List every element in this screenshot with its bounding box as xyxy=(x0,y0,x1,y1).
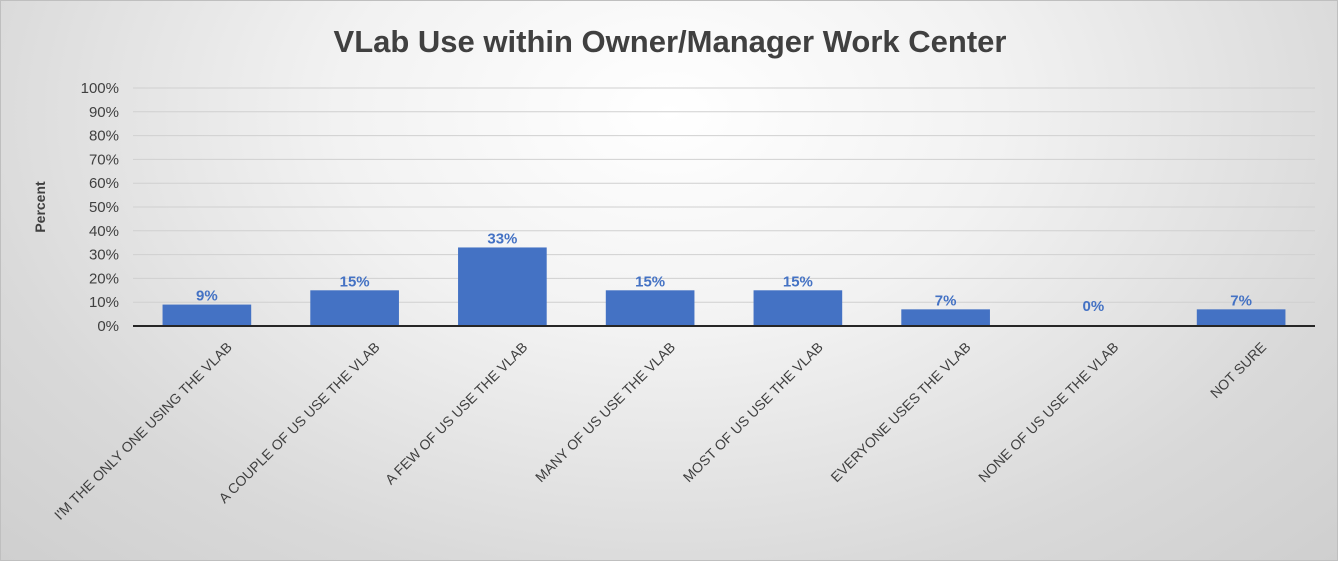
y-tick-label: 40% xyxy=(89,223,119,240)
data-label: 15% xyxy=(340,273,370,290)
bars xyxy=(162,247,1286,326)
bar xyxy=(1196,309,1286,326)
y-tick-label: 50% xyxy=(89,199,119,216)
y-tick-label: 90% xyxy=(89,104,119,121)
data-label: 0% xyxy=(1083,298,1105,315)
data-label: 15% xyxy=(783,273,813,290)
y-tick-label: 60% xyxy=(89,175,119,192)
data-label: 9% xyxy=(196,288,218,305)
data-label: 33% xyxy=(487,230,517,247)
chart-title: VLab Use within Owner/Manager Work Cente… xyxy=(334,24,1007,59)
x-tick-label: I'M THE ONLY ONE USING THE VLAB xyxy=(51,339,235,523)
bar xyxy=(458,247,547,326)
y-tick-label: 30% xyxy=(89,247,119,264)
y-axis-label: Percent xyxy=(32,181,48,233)
data-label: 7% xyxy=(1230,292,1252,309)
y-tick-label: 100% xyxy=(81,80,119,97)
y-tick-label: 80% xyxy=(89,128,119,145)
bar xyxy=(162,304,252,326)
bar xyxy=(605,290,695,326)
bar xyxy=(901,309,990,326)
x-tick-label: EVERYONE USES THE VLAB xyxy=(827,339,973,485)
x-tick-label: NOT SURE xyxy=(1207,339,1269,401)
y-tick-label: 0% xyxy=(97,318,119,335)
data-label: 7% xyxy=(935,292,957,309)
x-tick-label: A COUPLE OF US USE THE VLAB xyxy=(215,339,382,506)
bar xyxy=(310,290,399,326)
y-axis-ticks: 0% 10% 20% 30% 40% 50% 60% 70% 80% 90% 100% xyxy=(81,80,119,335)
y-tick-label: 70% xyxy=(89,151,119,168)
x-tick-label: MANY OF US USE THE VLAB xyxy=(532,339,678,485)
y-tick-label: 20% xyxy=(89,270,119,287)
gridlines xyxy=(133,87,1315,303)
x-tick-label: A FEW OF US USE THE VLAB xyxy=(382,339,531,488)
data-label: 15% xyxy=(635,273,665,290)
x-tick-label: MOST OF US USE THE VLAB xyxy=(680,339,826,485)
data-labels: 9% 15% 33% 15% 15% 7% 0% 7% xyxy=(196,230,1252,315)
y-tick-label: 10% xyxy=(89,294,119,311)
x-tick-label: NONE OF US USE THE VLAB xyxy=(975,339,1121,485)
bar xyxy=(753,290,843,326)
